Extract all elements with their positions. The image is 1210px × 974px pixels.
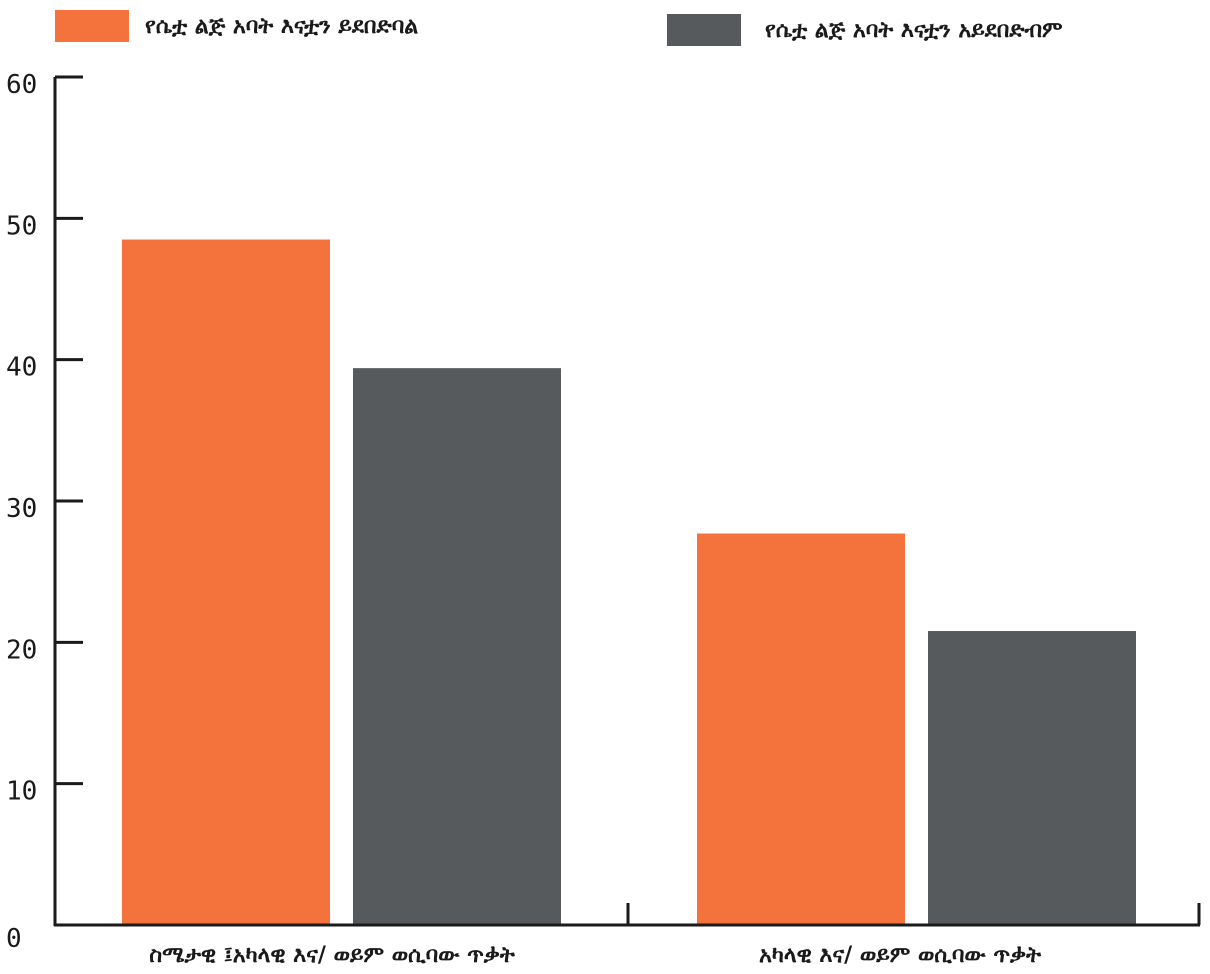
x-category-label-2: አካላዊ እና/ ወይም ወሲባው ጥቃት bbox=[759, 943, 1042, 968]
legend-item-series-1: የሴቷ ልጅ አባት እናቷን ይደበድባል bbox=[55, 8, 418, 44]
bar-cat1-series1 bbox=[122, 239, 330, 926]
y-tick-label-40: 40 bbox=[6, 353, 37, 383]
legend: የሴቷ ልጅ አባት እናቷን ይደበድባል የሴቷ ልጅ አባት እናቷን አ… bbox=[0, 0, 1210, 60]
legend-item-series-2: የሴቷ ልጅ አባት እናቷን አይደበድብም bbox=[667, 12, 1063, 48]
bars bbox=[122, 239, 1136, 926]
bar-cat2-series1 bbox=[697, 533, 905, 925]
y-tick-label-20: 20 bbox=[6, 635, 37, 665]
y-tick-label-50: 50 bbox=[6, 211, 37, 241]
bar-cat1-series2 bbox=[353, 368, 561, 925]
legend-label-series-2: የሴቷ ልጅ አባት እናቷን አይደበድብም bbox=[765, 17, 1063, 43]
legend-label-series-1: የሴቷ ልጅ አባት እናቷን ይደበድባል bbox=[145, 13, 419, 39]
y-tick-label-30: 30 bbox=[6, 494, 37, 524]
y-axis-ticks: 0 10 20 30 40 50 60 bbox=[6, 70, 83, 954]
y-tick-label-10: 10 bbox=[6, 777, 37, 807]
y-tick-label-0: 0 bbox=[6, 924, 22, 954]
legend-swatch-gray bbox=[667, 14, 741, 46]
bar-cat2-series2 bbox=[928, 631, 1136, 925]
x-axis-labels: ስሜታዊ ፤አካላዊ እና/ ወይም ወሲባው ጥቃት አካላዊ እና/ ወይም … bbox=[149, 943, 1042, 968]
y-tick-label-60: 60 bbox=[6, 70, 37, 100]
legend-swatch-orange bbox=[55, 10, 129, 42]
x-category-label-1: ስሜታዊ ፤አካላዊ እና/ ወይም ወሲባው ጥቃት bbox=[149, 943, 516, 968]
